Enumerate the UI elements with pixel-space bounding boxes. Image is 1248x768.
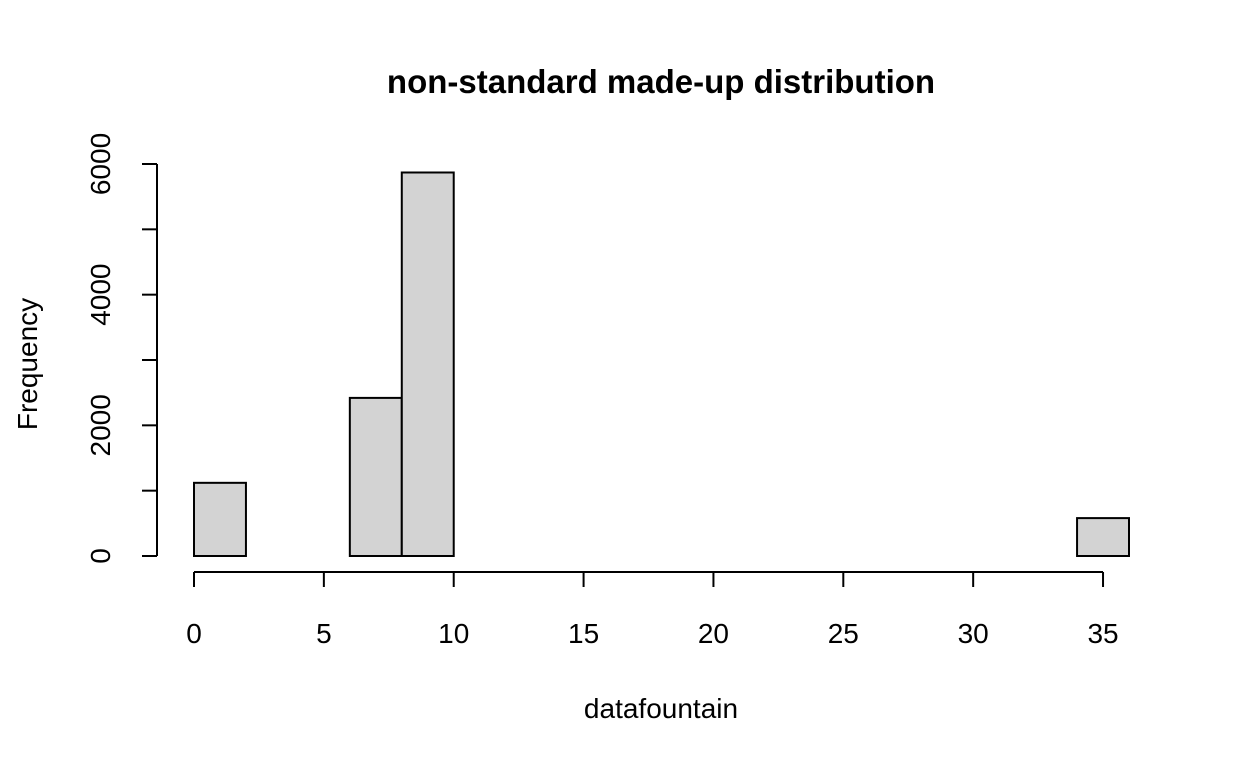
y-axis: 0 2000 4000 6000 <box>85 133 158 564</box>
histogram-bar <box>193 481 247 557</box>
x-axis-label: datafountain <box>584 693 738 724</box>
x-tick-label: 5 <box>316 618 332 649</box>
chart-title: non-standard made-up distribution <box>387 63 935 100</box>
y-tick-label: 4000 <box>85 264 116 326</box>
x-tick-label: 25 <box>828 618 859 649</box>
histogram-bar <box>1076 517 1130 558</box>
x-axis: 0 5 10 15 20 25 30 35 <box>186 571 1119 649</box>
x-tick-label: 20 <box>698 618 729 649</box>
y-tick-label: 0 <box>85 548 116 564</box>
y-tick-label: 6000 <box>85 133 116 195</box>
x-tick-label: 10 <box>438 618 469 649</box>
bars-group <box>193 171 1130 558</box>
x-tick-label: 15 <box>568 618 599 649</box>
histogram-bar <box>348 396 403 558</box>
y-tick-label: 2000 <box>85 394 116 456</box>
x-tick-label: 30 <box>958 618 989 649</box>
histogram-bar <box>400 171 455 557</box>
y-axis-label: Frequency <box>12 298 43 430</box>
x-tick-label: 35 <box>1087 618 1118 649</box>
x-tick-label: 0 <box>186 618 202 649</box>
